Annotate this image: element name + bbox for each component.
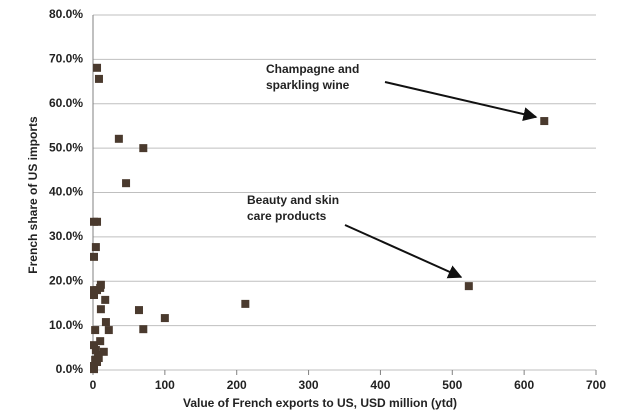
x-tick-label: 700 bbox=[586, 378, 606, 392]
point bbox=[114, 134, 123, 143]
point bbox=[93, 63, 102, 72]
point bbox=[101, 318, 110, 327]
point bbox=[90, 365, 99, 374]
y-tick-label: 20.0% bbox=[49, 273, 83, 287]
point bbox=[90, 291, 99, 300]
point bbox=[160, 314, 169, 323]
y-tick-label: 80.0% bbox=[49, 7, 83, 21]
y-tick-label: 0.0% bbox=[56, 362, 84, 376]
point bbox=[134, 306, 143, 315]
x-tick-label: 500 bbox=[442, 378, 462, 392]
point bbox=[464, 282, 473, 291]
y-tick-label: 30.0% bbox=[49, 229, 83, 243]
point bbox=[99, 347, 108, 356]
point bbox=[101, 295, 110, 304]
y-tick-label: 10.0% bbox=[49, 318, 83, 332]
annotation-text: Champagne and bbox=[266, 62, 359, 76]
point bbox=[139, 144, 148, 153]
y-tick-label: 70.0% bbox=[49, 52, 83, 66]
annotation-arrow bbox=[344, 224, 463, 279]
point bbox=[139, 325, 148, 334]
x-axis-label: Value of French exports to US, USD milli… bbox=[183, 396, 457, 410]
annotation-arrow bbox=[384, 81, 538, 121]
annotation-text: Beauty and skin bbox=[247, 193, 339, 207]
x-tick-label: 0 bbox=[90, 378, 97, 392]
point bbox=[91, 326, 100, 335]
point bbox=[540, 117, 549, 126]
point bbox=[91, 243, 100, 252]
x-tick-label: 400 bbox=[370, 378, 390, 392]
point bbox=[94, 354, 103, 363]
point bbox=[93, 217, 102, 226]
point bbox=[94, 74, 103, 83]
point bbox=[96, 280, 105, 289]
y-tick-label: 50.0% bbox=[49, 140, 83, 154]
y-tick-label: 40.0% bbox=[49, 185, 83, 199]
point bbox=[90, 341, 99, 350]
annotation-text: care products bbox=[247, 209, 327, 223]
point bbox=[91, 346, 100, 355]
y-axis-label: French share of US imports bbox=[26, 116, 40, 274]
point bbox=[90, 252, 99, 261]
point bbox=[104, 326, 113, 335]
x-tick-label: 600 bbox=[514, 378, 534, 392]
x-tick-label: 100 bbox=[155, 378, 175, 392]
point bbox=[96, 337, 105, 346]
point bbox=[96, 305, 105, 314]
point bbox=[241, 299, 250, 308]
x-tick-label: 300 bbox=[299, 378, 319, 392]
y-tick-label: 60.0% bbox=[49, 96, 83, 110]
x-tick-label: 200 bbox=[227, 378, 247, 392]
annotation-text: sparkling wine bbox=[266, 78, 350, 92]
point bbox=[122, 179, 131, 188]
